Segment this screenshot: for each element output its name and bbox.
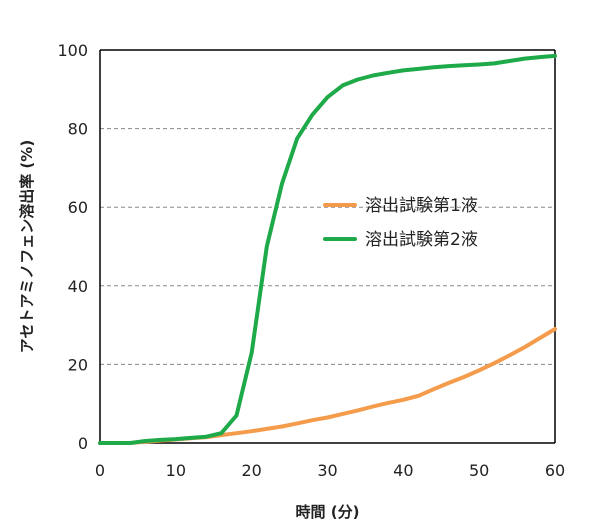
x-tick-label: 20 [241,461,261,480]
y-tick-label: 0 [78,434,88,453]
y-tick-label: 20 [68,355,88,374]
series-line-2 [98,53,557,445]
x-tick-label: 30 [317,461,337,480]
legend-label-1: 溶出試験第1液 [365,196,478,216]
legend-label-2: 溶出試験第2液 [365,230,478,250]
x-tick-label: 50 [469,461,489,480]
y-tick-label: 100 [57,41,88,60]
y-tick-label: 40 [68,277,88,296]
x-tick-label: 0 [95,461,105,480]
y-axis-title: アセトアミノフェン溶出率 (%) [18,140,36,353]
series-lines [98,53,557,445]
gridlines [100,128,555,365]
x-axis-title: 時間 (分) [296,503,360,521]
x-tick-label: 60 [545,461,565,480]
y-tick-label: 80 [68,120,88,139]
series-line-1 [98,327,557,445]
axes: 0 20 40 60 80 100 0 10 20 30 40 50 60 [57,41,565,480]
x-tick-label: 40 [393,461,413,480]
x-tick-label: 10 [166,461,186,480]
y-tick-label: 60 [68,198,88,217]
